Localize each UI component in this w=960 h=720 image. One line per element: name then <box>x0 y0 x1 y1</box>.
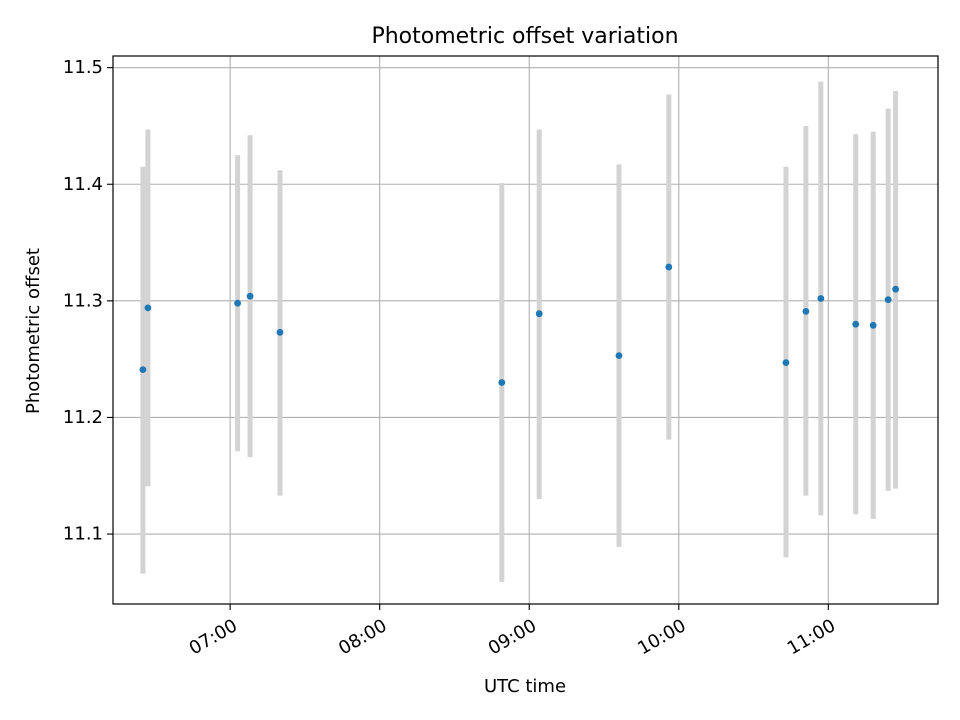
chart-title: Photometric offset variation <box>371 24 678 49</box>
data-point <box>892 285 900 293</box>
data-point <box>817 295 825 302</box>
data-point <box>535 310 543 318</box>
data-point <box>615 352 623 360</box>
data-point <box>246 292 254 300</box>
data-point <box>802 307 810 315</box>
data-point <box>869 321 877 329</box>
y-axis-ticks: 11.1 11.2 11.3 11.4 11.5 <box>63 57 113 545</box>
plot-area-frame <box>112 55 939 605</box>
data-point <box>665 263 673 271</box>
data-points <box>139 263 900 386</box>
y-tick-label: 11.3 <box>63 290 103 311</box>
y-tick-label: 11.1 <box>63 524 103 545</box>
y-tick-label: 11.2 <box>63 407 103 428</box>
data-point <box>498 379 506 386</box>
y-axis-label: Photometric offset <box>23 248 44 414</box>
data-point <box>782 359 790 367</box>
data-point <box>884 296 892 304</box>
data-point <box>144 304 152 312</box>
data-point <box>234 299 242 307</box>
x-axis-label: UTC time <box>484 676 566 697</box>
data-point <box>852 320 860 328</box>
data-point <box>139 366 147 374</box>
y-tick-label: 11.5 <box>63 57 103 78</box>
data-point <box>276 328 284 336</box>
y-tick-label: 11.4 <box>63 174 103 195</box>
